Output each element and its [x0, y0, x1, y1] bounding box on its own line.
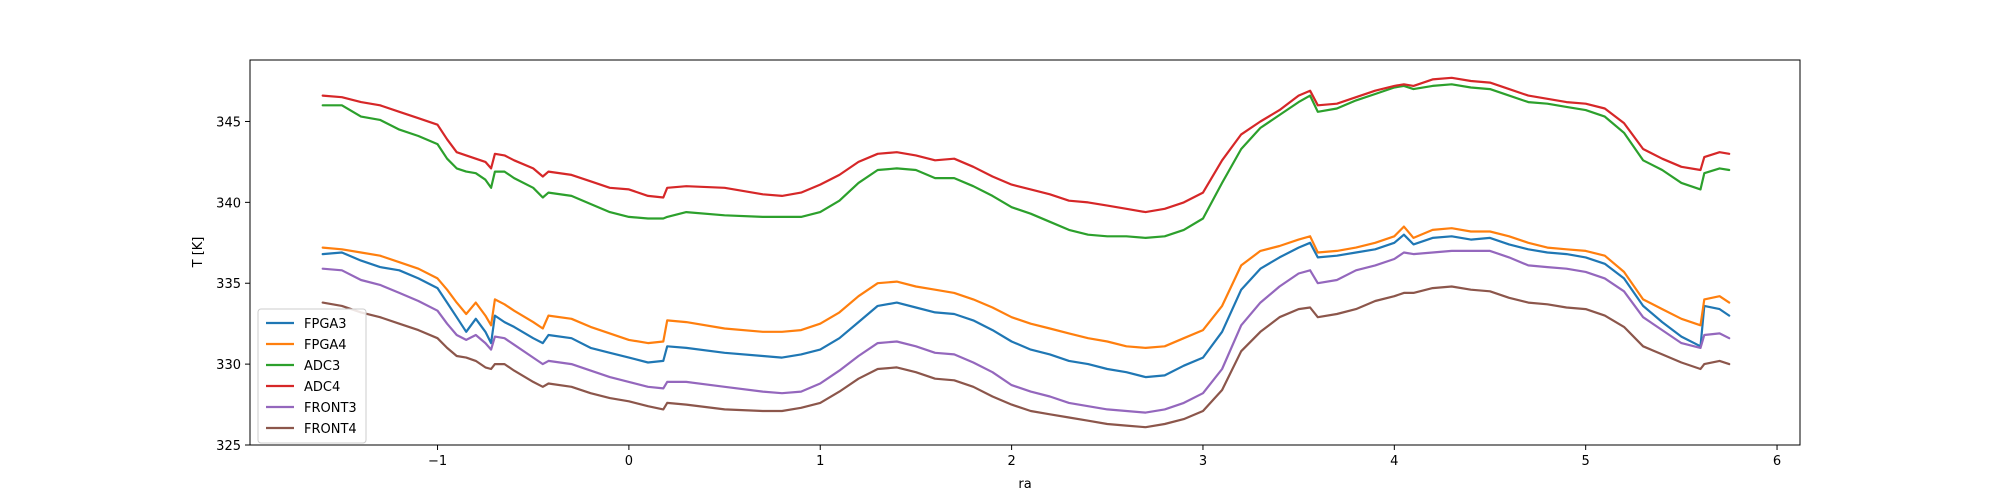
series-line-front3	[321, 249, 1731, 414]
x-tick-label: −1	[428, 454, 447, 469]
y-tick-label: 340	[216, 196, 241, 211]
y-axis-label: T [K]	[191, 237, 206, 269]
y-tick-label: 345	[216, 115, 241, 130]
x-tick-label: 3	[1199, 454, 1207, 469]
series-line-adc3	[321, 83, 1731, 239]
legend-label-fpga4: FPGA4	[304, 338, 347, 353]
legend-box	[257, 308, 367, 444]
series-line-fpga3	[321, 233, 1731, 379]
x-tick-label: 5	[1582, 454, 1590, 469]
series-line-fpga4	[321, 225, 1731, 349]
x-axis-label: ra	[1018, 477, 1031, 492]
legend-label-front4: FRONT4	[304, 422, 357, 437]
x-tick-label: 2	[1007, 454, 1015, 469]
x-tick-label: 0	[625, 454, 633, 469]
legend-label-adc3: ADC3	[304, 359, 340, 374]
y-tick-label: 330	[216, 358, 241, 373]
x-tick-label: 1	[816, 454, 824, 469]
x-tick-label: 6	[1773, 454, 1781, 469]
y-tick-label: 335	[216, 277, 241, 292]
x-axis: −1 0 1 2 3 4 5 6	[428, 445, 1781, 469]
plot-area	[250, 60, 1800, 445]
legend-label-front3: FRONT3	[304, 401, 357, 416]
y-tick-label: 325	[216, 439, 241, 454]
x-tick-label: 4	[1390, 454, 1398, 469]
series-layer	[321, 76, 1731, 429]
series-line-front4	[321, 285, 1731, 429]
series-line-adc4	[321, 76, 1731, 214]
legend-label-fpga3: FPGA3	[304, 317, 347, 332]
axes-frame	[249, 59, 1801, 446]
y-axis: 325 330 335 340 345	[216, 115, 250, 454]
legend-label-adc4: ADC4	[304, 380, 340, 395]
legend: FPGA3 FPGA4 ADC3 ADC4 FRONT3 FRONT4	[257, 308, 367, 444]
